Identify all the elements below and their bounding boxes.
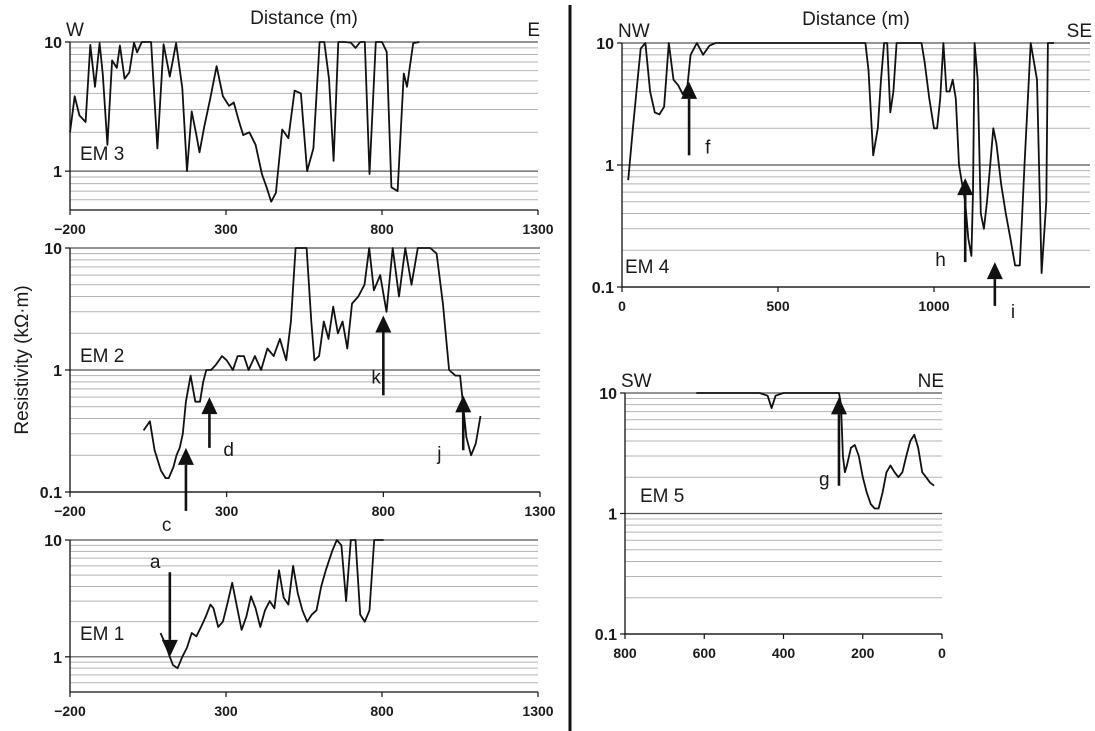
y-tick-label: 1 bbox=[608, 507, 617, 524]
x-tick-label: 800 bbox=[372, 503, 396, 519]
annotation-label-j: j bbox=[436, 444, 441, 465]
x-tick-label: 800 bbox=[370, 221, 394, 237]
y-tick-label: 0.1 bbox=[592, 280, 614, 297]
y-axis-label: Resistivity (kΩ·m) bbox=[12, 285, 33, 434]
panel-label: EM 3 bbox=[80, 144, 124, 165]
annotation-label-i: i bbox=[1011, 302, 1015, 323]
annotation-arrow-head bbox=[201, 397, 218, 415]
x-tick-label: 0 bbox=[938, 645, 946, 661]
x-axis-label: Distance (m) bbox=[250, 8, 358, 29]
series-line-em2 bbox=[142, 247, 482, 480]
x-axis-label: Distance (m) bbox=[802, 9, 910, 30]
y-tick-label: 1 bbox=[53, 650, 62, 667]
annotation-label-h: h bbox=[935, 250, 946, 271]
annotation-label-c: c bbox=[162, 515, 172, 536]
y-tick-label: 1 bbox=[605, 158, 614, 175]
x-tick-label: 300 bbox=[214, 703, 238, 719]
series-line-em4 bbox=[627, 42, 1055, 275]
annotation-label-f: f bbox=[705, 137, 711, 158]
x-tick-label: 500 bbox=[766, 298, 790, 314]
annotation-label-a: a bbox=[150, 552, 161, 573]
annotation-arrow-head bbox=[375, 315, 392, 333]
chart-em1: 1 10 −200 300 800 1300 EM 1 a bbox=[44, 533, 554, 719]
x-tick-label: 1300 bbox=[522, 221, 553, 237]
x-tick-label: 800 bbox=[370, 703, 394, 719]
panel-label: EM 2 bbox=[80, 346, 124, 367]
y-tick-label: 0.1 bbox=[595, 627, 617, 644]
x-tick-label: 1300 bbox=[522, 703, 553, 719]
annotation-arrow-head bbox=[455, 395, 472, 413]
x-tick-label: 200 bbox=[851, 645, 875, 661]
annotation-arrow-head bbox=[957, 178, 974, 196]
panel-label: EM 5 bbox=[640, 486, 684, 507]
x-tick-label: 600 bbox=[693, 645, 717, 661]
x-tick-label: 800 bbox=[613, 645, 637, 661]
series-line-em3 bbox=[69, 41, 420, 203]
annotation-arrow-head bbox=[830, 397, 847, 415]
annotation-arrow-head bbox=[986, 262, 1003, 280]
x-tick-label: 1300 bbox=[524, 503, 555, 519]
x-tick-label: 300 bbox=[214, 221, 238, 237]
direction-label-left: SW bbox=[621, 371, 652, 392]
panel-label: EM 1 bbox=[80, 624, 124, 645]
x-tick-label: −200 bbox=[54, 703, 86, 719]
y-tick-label: 10 bbox=[44, 35, 62, 52]
series-line-em1 bbox=[159, 539, 384, 670]
panel-label: EM 4 bbox=[625, 257, 670, 278]
annotation-arrow-head bbox=[681, 81, 698, 99]
direction-label-right: E bbox=[527, 20, 540, 41]
y-tick-label: 0.1 bbox=[40, 485, 62, 502]
y-tick-label: 1 bbox=[53, 363, 62, 380]
direction-label-left: NW bbox=[618, 21, 650, 42]
annotation-arrow-head bbox=[161, 639, 178, 657]
x-tick-label: −200 bbox=[54, 221, 86, 237]
y-tick-label: 10 bbox=[44, 533, 62, 550]
chart-em2: 0.1 1 10 −200 300 800 1300 EM 2 c d k j bbox=[40, 241, 556, 536]
annotation-label-k: k bbox=[371, 367, 381, 388]
x-tick-label: 0 bbox=[618, 298, 626, 314]
chart-em5: 0.1 1 10 800 600 400 200 0 SW NE EM 5 g bbox=[595, 371, 946, 661]
x-tick-label: 1000 bbox=[918, 298, 949, 314]
annotation-label-g: g bbox=[819, 470, 830, 491]
annotation-label-d: d bbox=[223, 440, 234, 461]
series-line-em5 bbox=[696, 392, 935, 510]
y-tick-label: 10 bbox=[599, 386, 617, 403]
y-tick-label: 1 bbox=[53, 164, 62, 181]
direction-label-left: W bbox=[66, 20, 84, 41]
annotation-arrow-head bbox=[177, 447, 194, 465]
y-tick-label: 10 bbox=[44, 241, 62, 258]
x-tick-label: −200 bbox=[54, 503, 86, 519]
chart-em3: 1 10 −200 300 800 1300 W E Distance (m) EM 3 bbox=[44, 8, 554, 237]
direction-label-right: NE bbox=[918, 371, 944, 392]
y-tick-label: 10 bbox=[596, 36, 614, 53]
x-tick-label: 400 bbox=[772, 645, 796, 661]
x-tick-label: 300 bbox=[215, 503, 239, 519]
chart-em4: 0.1 1 10 0 500 1000 NW SE Distance (m) EM 4 f h i bbox=[592, 9, 1092, 323]
direction-label-right: SE bbox=[1067, 21, 1092, 42]
